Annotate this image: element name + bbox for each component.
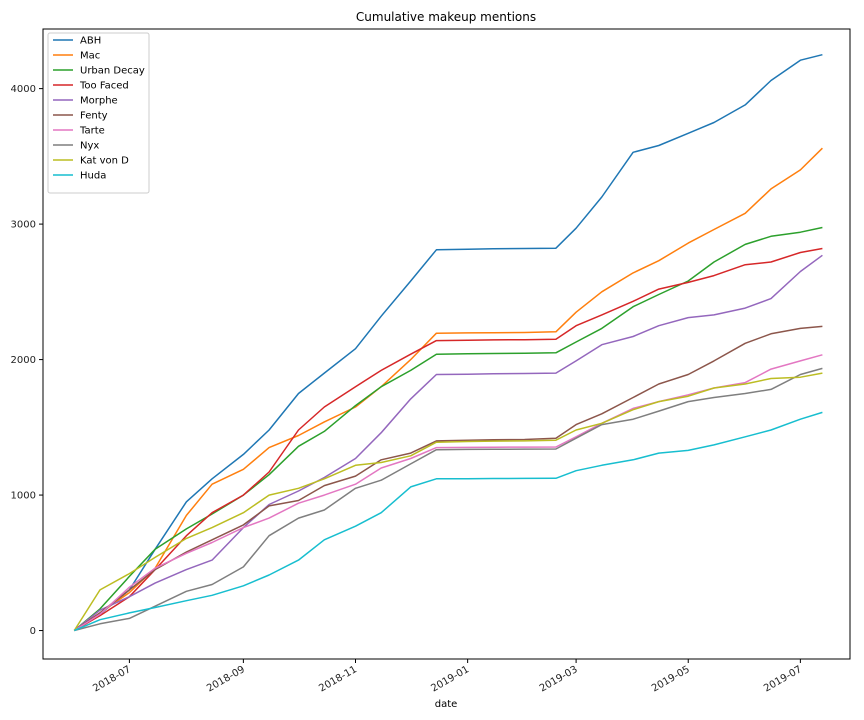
series-line-4 [73, 254, 823, 632]
series-line-3 [73, 247, 823, 632]
series-line-9 [74, 411, 823, 632]
legend-box [47, 32, 150, 194]
axes-frame [42, 28, 851, 660]
series-line-7 [74, 367, 823, 632]
legend-label-0: ABH [80, 36, 101, 47]
legend-label-5: Fenty [80, 111, 108, 122]
legend-label-9: Huda [80, 171, 106, 182]
y-tick-label: 1000 [11, 491, 36, 502]
series-line-2 [73, 226, 823, 632]
series-line-0 [73, 53, 823, 632]
series-line-5 [73, 325, 823, 632]
legend-label-4: Morphe [80, 96, 118, 107]
y-axis: 0 1000 2000 3000 4000 [11, 84, 43, 637]
legend: ABH Mac Urban Decay Too Faced Morphe Fenty Tar… [47, 32, 150, 194]
chart-title: Cumulative makeup mentions [356, 10, 536, 24]
y-tick-label: 4000 [11, 84, 36, 95]
legend-label-7: Nyx [80, 141, 99, 152]
legend-label-2: Urban Decay [80, 66, 145, 77]
legend-label-6: Tarte [79, 126, 105, 137]
series-line-8 [73, 372, 823, 631]
y-tick-label: 0 [30, 626, 36, 637]
x-axis-label: date [435, 699, 458, 710]
legend-label-1: Mac [80, 51, 100, 62]
legend-label-3: Too Faced [79, 81, 129, 92]
y-tick-label: 2000 [11, 355, 36, 366]
plot-lines [73, 53, 823, 632]
series-line-1 [73, 147, 823, 632]
legend-label-8: Kat von D [80, 156, 129, 167]
y-tick-label: 3000 [11, 220, 36, 231]
